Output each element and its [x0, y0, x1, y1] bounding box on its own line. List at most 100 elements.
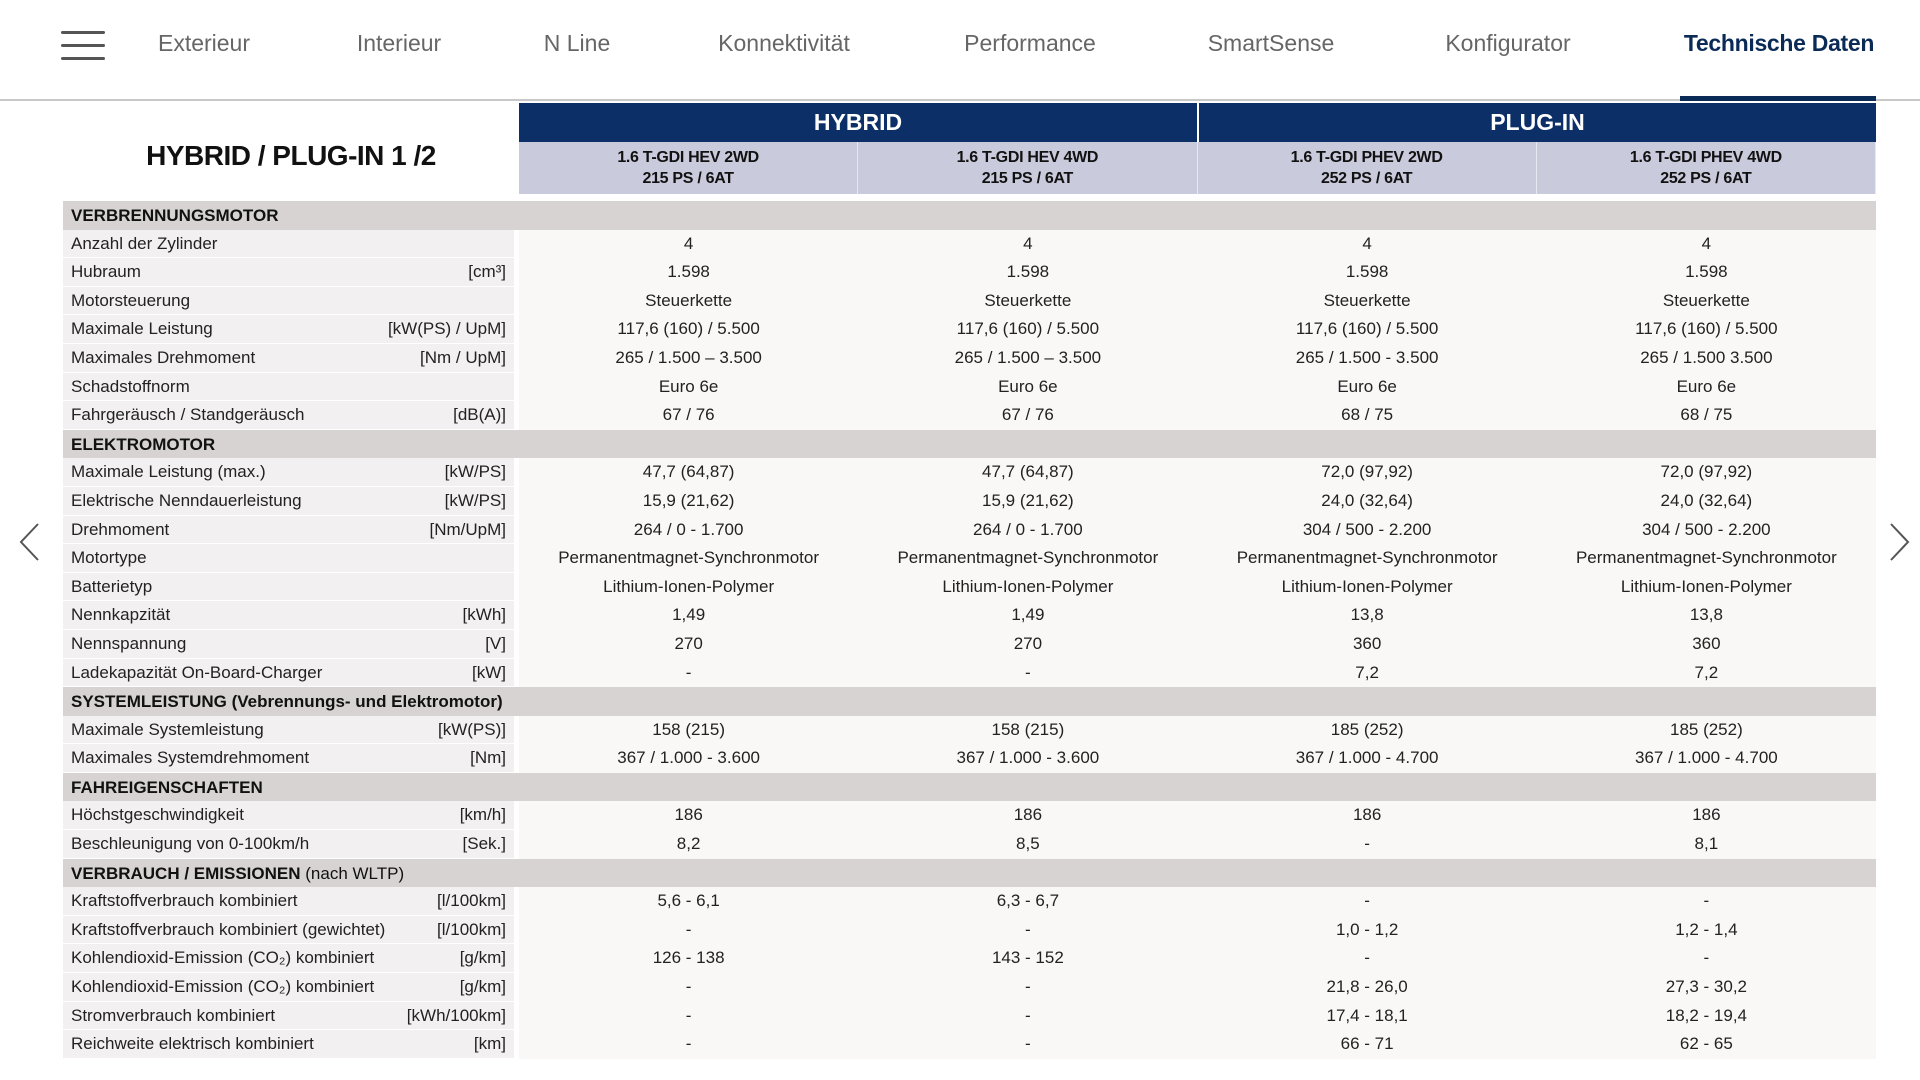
value-cell: 17,4 - 18,1 [1197, 1001, 1537, 1031]
table-row: Kohlendioxid-Emission (CO₂) kombiniert [g… [63, 973, 1876, 1002]
value-cell: - [519, 1001, 859, 1031]
value-cell: Permanentmagnet-Synchronmotor [519, 544, 859, 573]
value-cell: 13,8 [1197, 601, 1537, 630]
table-row: Stromverbrauch kombiniert [kWh/100km] - -17… [63, 1001, 1876, 1031]
row-label-cell: Schadstoffnorm [63, 372, 514, 402]
hamburger-menu-icon[interactable] [61, 31, 105, 61]
section-title: VERBRENNUNGSMOTOR [71, 206, 279, 225]
value-cell: - [519, 973, 859, 1002]
model-name: 1.6 T-GDI PHEV 4WD [1629, 149, 1782, 166]
section-title: VERBRAUCH / EMISSIONEN [71, 863, 301, 883]
row-label-cell: Fahrgeräusch / Standgeräusch [dB(A)] [63, 401, 514, 430]
nav-tab-technische-daten[interactable]: Technische Daten [1683, 30, 1875, 56]
row-label-cell: Hubraum [cm³] [63, 258, 514, 287]
table-row: Motorsteuerung Steuerkette Steuerkette Steu… [63, 286, 1876, 316]
value-cell: Steuerkette [519, 286, 859, 316]
table-row: Fahrgeräusch / Standgeräusch [dB(A)] 67 / … [63, 401, 1876, 430]
nav-tab-n-line[interactable]: N Line [543, 30, 611, 56]
model-name: 1.6 T-GDI HEV 2WD [617, 149, 759, 166]
value-cell: 117,6 (160) / 5.500 [858, 315, 1198, 344]
table-row: Maximales Drehmoment [Nm / UpM] 265 / 1.50… [63, 343, 1876, 373]
value-cell: 68 / 75 [1536, 401, 1876, 430]
value-cell: 4 [1536, 229, 1876, 259]
value-cell: 265 / 1.500 3.500 [1536, 343, 1876, 373]
row-label-cell: Beschleunigung von 0-100km/h [Sek.] [63, 830, 514, 859]
table-row: Batterietyp Lithium-Ionen-Polymer Lithium-… [63, 572, 1876, 602]
value-cell: 7,2 [1197, 658, 1537, 688]
row-label: Fahrgeräusch / Standgeräusch [71, 405, 305, 425]
value-cell: 265 / 1.500 – 3.500 [858, 343, 1198, 373]
row-label: Beschleunigung von 0-100km/h [71, 834, 310, 854]
row-label-cell: Kraftstoffverbrauch kombiniert [l/100km] [63, 887, 514, 916]
value-cell: 47,7 (64,87) [519, 458, 859, 487]
section-title: ELEKTROMOTOR [71, 434, 216, 454]
table-row: Kraftstoffverbrauch kombiniert (gewichte… [63, 915, 1876, 945]
model-header: 1.6 T-GDI PHEV 4WD 252 PS / 6AT [1536, 142, 1876, 194]
value-cell: 8,2 [519, 830, 859, 859]
nav-tab-exterieur[interactable]: Exterieur [157, 30, 251, 56]
nav-tab-interieur[interactable]: Interieur [356, 30, 442, 56]
value-cell: 360 [1536, 629, 1876, 659]
table-row: Schadstoffnorm Euro 6e Euro 6e Euro 6e Euro … [63, 372, 1876, 402]
value-cell: 158 (215) [519, 715, 859, 745]
model-spec: 252 PS / 6AT [1660, 170, 1752, 187]
chevron-right-icon[interactable] [1889, 522, 1911, 562]
value-cell: Permanentmagnet-Synchronmotor [1536, 544, 1876, 573]
model-header: 1.6 T-GDI PHEV 2WD 252 PS / 6AT [1197, 142, 1537, 194]
nav-tab-konnektivität[interactable]: Konnektivität [718, 30, 850, 56]
row-label-cell: Stromverbrauch kombiniert [kWh/100km] [63, 1001, 514, 1031]
section-header: VERBRAUCH / EMISSIONEN (nach WLTP) [63, 858, 1876, 888]
section-header: SYSTEMLEISTUNG (Vebrennungs- und Elektro… [63, 687, 1876, 716]
row-label: Maximale Leistung [71, 319, 213, 339]
value-cell: - [1536, 944, 1876, 974]
row-label-cell: Kohlendioxid-Emission (CO₂) kombiniert [g… [63, 944, 514, 974]
spec-table: VERBRENNUNGSMOTOR Anzahl der Zylinder 4 4 4 4… [63, 201, 1876, 1059]
row-label-cell: Maximales Drehmoment [Nm / UpM] [63, 343, 514, 373]
row-label: Batterietyp [71, 576, 153, 596]
value-cell: 24,0 (32,64) [1536, 486, 1876, 516]
row-unit: [Nm / UpM] [420, 347, 506, 367]
value-cell: 367 / 1.000 - 4.700 [1536, 744, 1876, 773]
row-unit: [l/100km] [437, 919, 506, 939]
value-cell: 185 (252) [1197, 715, 1537, 745]
row-label-cell: Batterietyp [63, 572, 514, 602]
nav-tab-konfigurator[interactable]: Konfigurator [1445, 30, 1571, 56]
nav-tab-performance[interactable]: Performance [964, 30, 1096, 56]
row-label-cell: Motortype [63, 544, 514, 573]
row-unit: [kW/PS] [444, 490, 506, 510]
value-cell: - [519, 915, 859, 945]
table-row: Nennspannung [V] 270 270 360 360 [63, 629, 1876, 659]
group-header-plug-in: PLUG-IN [1199, 103, 1876, 142]
value-cell: 24,0 (32,64) [1197, 486, 1537, 516]
group-header-hybrid: HYBRID [519, 103, 1197, 142]
row-label-cell: Kohlendioxid-Emission (CO₂) kombiniert [g… [63, 973, 514, 1002]
row-unit: [l/100km] [437, 891, 506, 911]
section-title-suffix: (nach WLTP) [300, 863, 405, 883]
value-cell: 8,5 [858, 830, 1198, 859]
row-label: Hubraum [71, 262, 141, 282]
top-navigation: Exterieur Interieur N Line Konnektivität Per… [0, 0, 1920, 101]
section-title: FAHREIGENSCHAFTEN [71, 777, 263, 797]
row-label: Maximales Systemdrehmoment [71, 748, 310, 768]
value-cell: 158 (215) [858, 715, 1198, 745]
value-cell: Euro 6e [858, 372, 1198, 402]
value-cell: 47,7 (64,87) [858, 458, 1198, 487]
chevron-left-icon[interactable] [18, 522, 40, 562]
row-label-cell: Anzahl der Zylinder [63, 229, 514, 259]
table-row: Kohlendioxid-Emission (CO₂) kombiniert [g… [63, 944, 1876, 974]
value-cell: - [519, 658, 859, 688]
row-unit: [Nm/UpM] [429, 519, 507, 539]
row-label-cell: Ladekapazität On-Board-Charger [kW] [63, 658, 514, 688]
value-cell: - [1197, 830, 1537, 859]
value-cell: 265 / 1.500 – 3.500 [519, 343, 859, 373]
row-unit: [V] [485, 633, 506, 653]
value-cell: 186 [858, 801, 1198, 831]
value-cell: 67 / 76 [858, 401, 1198, 430]
table-row: Anzahl der Zylinder 4 4 4 4 [63, 229, 1876, 259]
row-label: Kohlendioxid-Emission (CO₂) kombiniert [71, 977, 375, 997]
nav-tab-smartsense[interactable]: SmartSense [1207, 30, 1335, 56]
table-row: Maximale Leistung (max.) [kW/PS] 47,7 (64,… [63, 458, 1876, 487]
value-cell: - [858, 973, 1198, 1002]
value-cell: 1.598 [858, 258, 1198, 287]
value-cell: 143 - 152 [858, 944, 1198, 974]
